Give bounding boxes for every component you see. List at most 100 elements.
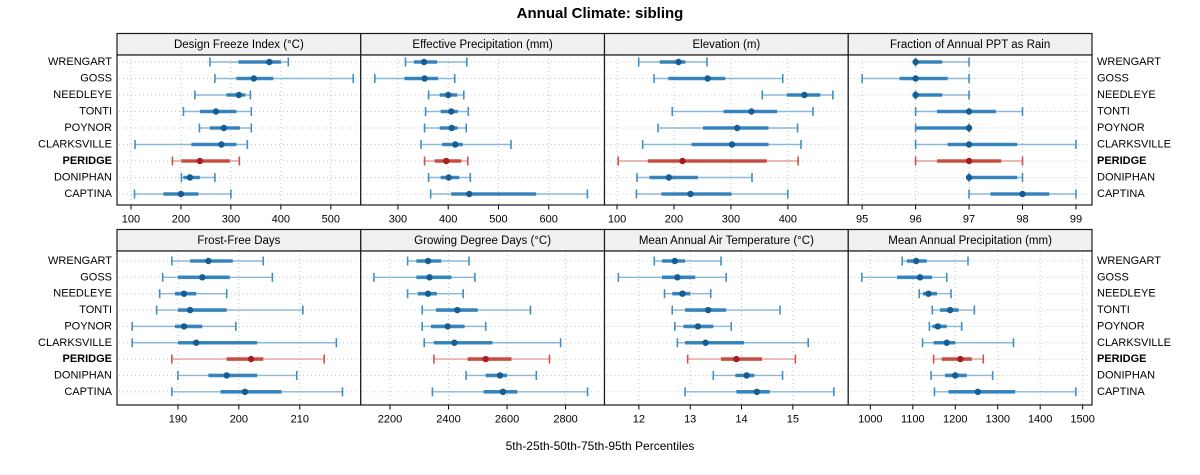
panel-strip-title: Elevation (m) (693, 39, 761, 51)
median-dot (421, 75, 428, 82)
axis-caption: 5th-25th-50th-75th-95th Percentiles (505, 439, 695, 453)
panel: Frost-Free Days 190 200 210 (116, 228, 362, 426)
median-dot (212, 108, 220, 115)
median-dot (704, 306, 712, 314)
median-dot (193, 339, 200, 346)
panel-strip-title: Effective Precipitation (mm) (412, 39, 553, 51)
panel-strip-title: Mean Annual Air Temperature (°C) (639, 235, 814, 247)
site-label-left: GOSS (80, 73, 112, 85)
median-dot (266, 58, 273, 66)
median-dot (199, 274, 206, 281)
median-dot (444, 91, 452, 99)
site-label-left: CLARKSVILLE (38, 139, 112, 151)
median-dot (444, 323, 451, 330)
median-dot (912, 257, 920, 265)
axis-tick-label: 400 (439, 214, 457, 226)
median-dot (241, 388, 249, 395)
site-label-left: TONTI (79, 106, 112, 118)
axis-tick-label: 1100 (901, 414, 925, 426)
axis-tick-label: 15 (787, 414, 799, 426)
site-label-left: DONIPHAN (54, 369, 112, 381)
axis-tick-label: 190 (169, 414, 187, 426)
site-label-left: DONIPHAN (54, 172, 112, 184)
panel-border (847, 54, 1093, 206)
median-dot (925, 290, 932, 297)
site-label-right: POYNOR (1097, 320, 1145, 332)
axis-tick-label: 14 (735, 414, 747, 426)
site-label-left: POYNOR (64, 122, 112, 134)
axis-tick-label: 400 (272, 214, 290, 226)
axis-tick-label: 96 (909, 214, 921, 226)
panel-strip-title: Mean Annual Precipitation (mm) (888, 235, 1052, 247)
page-title: Annual Climate: sibling (516, 5, 684, 22)
site-label-left: CLARKSVILLE (38, 337, 112, 349)
site-label-left: PERIDGE (62, 155, 112, 167)
site-label-left: TONTI (79, 304, 112, 316)
median-dot (946, 306, 954, 314)
median-dot (496, 372, 504, 379)
median-dot (196, 157, 204, 165)
median-dot (424, 257, 432, 265)
site-label-left: PERIDGE (62, 353, 112, 365)
panel: Elevation (m) 100 200 300 400 (603, 32, 849, 226)
median-dot (912, 58, 919, 66)
median-dot (702, 339, 709, 346)
panel-plot-area (360, 251, 605, 405)
axis-tick-label: 300 (722, 214, 740, 226)
axis-tick-label: 200 (172, 214, 190, 226)
panel: Design Freeze Index (°C) 100 200 300 400 500 (116, 32, 362, 226)
median-dot (733, 124, 741, 132)
median-dot (451, 339, 458, 346)
axis-tick-label: 2600 (495, 414, 519, 426)
median-dot (679, 290, 686, 297)
site-label-right: WRENGART (1097, 255, 1161, 267)
site-label-right: CAPTINA (1097, 188, 1145, 200)
median-dot (235, 91, 243, 99)
median-dot (1019, 190, 1026, 198)
axis-tick-label: 1500 (1070, 414, 1094, 426)
median-dot (445, 174, 452, 181)
site-label-left: NEEDLEYE (53, 288, 112, 300)
site-label-right: TONTI (1097, 106, 1130, 118)
axis-tick-label: 210 (291, 414, 309, 426)
site-label-right: CLARKSVILLE (1097, 139, 1171, 151)
site-label-right: NEEDLEYE (1097, 89, 1156, 101)
median-dot (247, 355, 255, 363)
axis-tick-label: 99 (1070, 214, 1082, 226)
median-dot (674, 274, 681, 281)
median-dot (482, 355, 489, 363)
axis-tick-label: 2800 (553, 414, 577, 426)
median-dot (965, 124, 973, 132)
axis-tick-label: 600 (540, 214, 558, 226)
median-dot (916, 274, 924, 281)
median-dot (424, 290, 432, 297)
site-label-left: NEEDLEYE (53, 89, 112, 101)
median-dot (912, 91, 919, 99)
median-dot (965, 174, 973, 181)
axis-tick-label: 1200 (943, 414, 967, 426)
panel-plot-area (360, 55, 605, 205)
panel-strip-title: Growing Degree Days (°C) (414, 235, 551, 247)
median-dot (177, 190, 185, 198)
site-label-right: GOSS (1097, 73, 1129, 85)
axis-tick-label: 13 (684, 414, 696, 426)
panel: Effective Precipitation (mm) 300 400 500 600 (360, 32, 606, 226)
axis-tick-label: 100 (608, 214, 626, 226)
panel-strip-title: Fraction of Annual PPT as Rain (890, 39, 1050, 51)
axis-tick-label: 400 (779, 214, 797, 226)
axis-tick-label: 2200 (378, 414, 402, 426)
panel: Growing Degree Days (°C) 2200 2400 2600 2800 (360, 228, 606, 426)
median-dot (220, 124, 228, 132)
median-dot (943, 339, 950, 346)
site-label-left: CAPTINA (64, 386, 112, 398)
median-dot (704, 75, 711, 82)
site-label-right: NEEDLEYE (1097, 288, 1156, 300)
axis-tick-label: 300 (222, 214, 240, 226)
median-dot (180, 323, 188, 330)
median-dot (250, 75, 258, 82)
median-dot (223, 372, 230, 379)
median-dot (733, 355, 740, 363)
median-dot (694, 323, 702, 330)
axis-tick-label: 1400 (1028, 414, 1052, 426)
